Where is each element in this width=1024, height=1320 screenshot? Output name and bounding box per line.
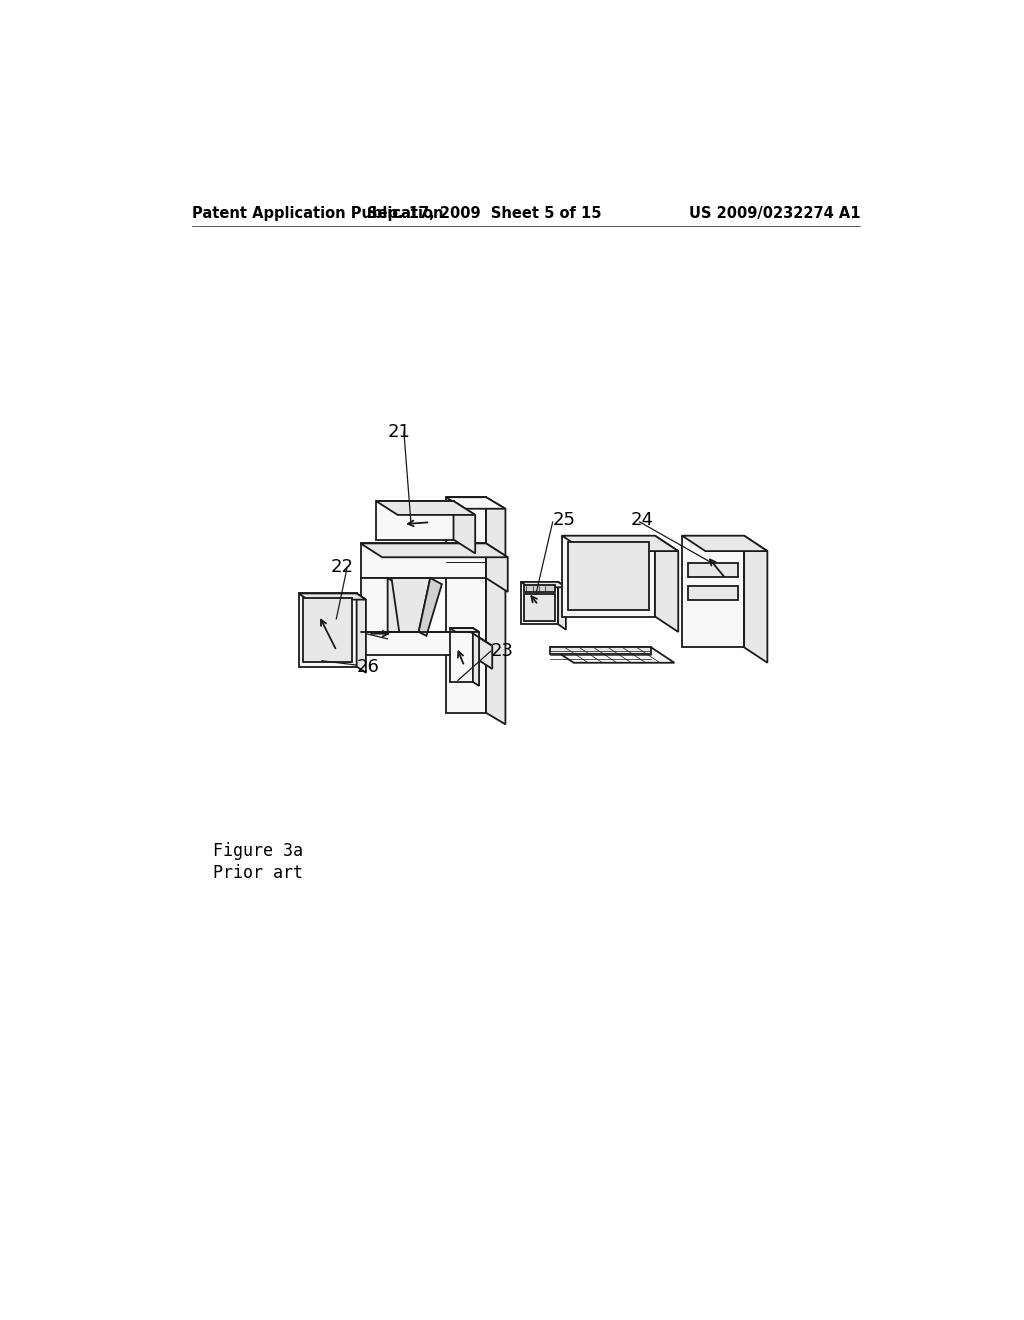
Polygon shape	[471, 632, 493, 669]
Polygon shape	[376, 502, 454, 540]
Polygon shape	[486, 498, 506, 725]
Polygon shape	[303, 598, 352, 663]
Polygon shape	[688, 562, 738, 577]
Polygon shape	[450, 628, 473, 682]
Text: US 2009/0232274 A1: US 2009/0232274 A1	[689, 206, 860, 222]
Polygon shape	[521, 582, 558, 624]
Text: Figure 3a: Figure 3a	[213, 842, 303, 861]
Polygon shape	[744, 536, 767, 663]
Polygon shape	[682, 536, 744, 647]
Polygon shape	[360, 544, 486, 578]
Text: 25: 25	[553, 511, 575, 529]
Polygon shape	[356, 594, 366, 673]
Polygon shape	[550, 647, 651, 653]
Polygon shape	[486, 544, 508, 591]
Text: Patent Application Publication: Patent Application Publication	[191, 206, 443, 222]
Polygon shape	[445, 498, 486, 713]
Polygon shape	[568, 543, 649, 610]
Text: 22: 22	[331, 557, 354, 576]
Polygon shape	[391, 578, 430, 632]
Polygon shape	[682, 536, 767, 552]
Polygon shape	[419, 578, 442, 636]
Polygon shape	[655, 536, 678, 632]
Text: Sep. 17, 2009  Sheet 5 of 15: Sep. 17, 2009 Sheet 5 of 15	[368, 206, 602, 222]
Polygon shape	[376, 502, 475, 515]
Polygon shape	[524, 585, 555, 591]
Polygon shape	[562, 536, 678, 552]
Polygon shape	[299, 594, 366, 599]
Polygon shape	[524, 594, 555, 622]
Text: 24: 24	[630, 511, 653, 529]
Text: 26: 26	[356, 657, 380, 676]
Text: 21: 21	[388, 422, 411, 441]
Polygon shape	[450, 628, 479, 632]
Polygon shape	[550, 647, 675, 663]
Polygon shape	[521, 582, 566, 587]
Polygon shape	[360, 578, 388, 632]
Polygon shape	[688, 586, 738, 599]
Polygon shape	[558, 582, 566, 630]
Text: 23: 23	[490, 643, 514, 660]
Polygon shape	[454, 502, 475, 553]
Polygon shape	[299, 594, 356, 667]
Polygon shape	[473, 628, 479, 686]
Polygon shape	[360, 544, 508, 557]
Polygon shape	[388, 578, 410, 645]
Polygon shape	[562, 536, 655, 616]
Polygon shape	[445, 498, 506, 508]
Text: Prior art: Prior art	[213, 863, 303, 882]
Polygon shape	[360, 632, 471, 655]
